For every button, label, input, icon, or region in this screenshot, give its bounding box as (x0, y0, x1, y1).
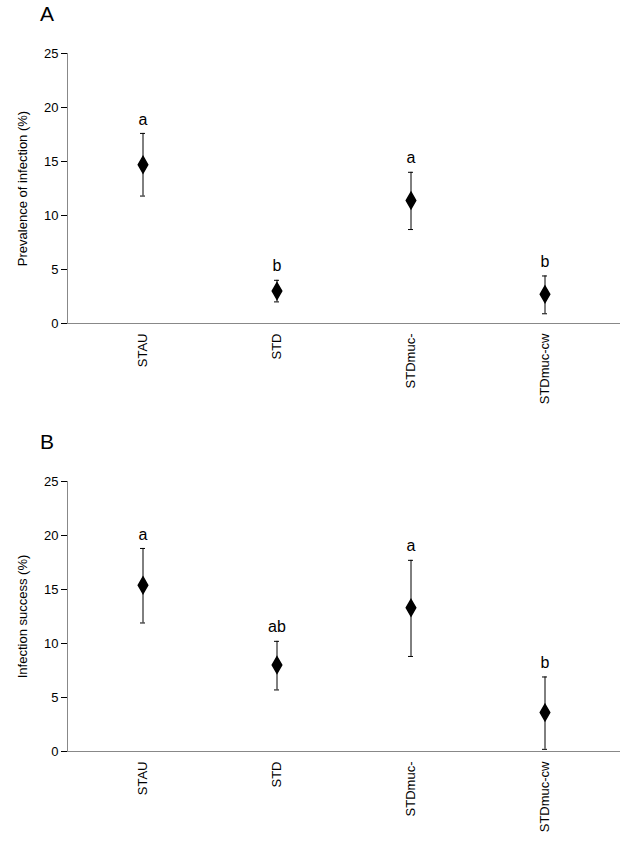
svg-text:10: 10 (44, 636, 58, 651)
svg-text:a: a (139, 526, 148, 543)
svg-text:a: a (139, 111, 148, 128)
svg-text:STAU: STAU (135, 762, 150, 796)
svg-text:ab: ab (268, 618, 286, 635)
svg-text:25: 25 (44, 474, 58, 489)
svg-text:15: 15 (44, 582, 58, 597)
svg-text:Prevalence of infection (%): Prevalence of infection (%) (15, 111, 30, 266)
svg-text:a: a (407, 537, 416, 554)
svg-text:25: 25 (44, 46, 58, 61)
svg-text:STD: STD (269, 762, 284, 788)
svg-text:15: 15 (44, 154, 58, 169)
svg-text:STDmuc-: STDmuc- (403, 334, 418, 389)
svg-text:b: b (273, 257, 282, 274)
svg-text:20: 20 (44, 100, 58, 115)
svg-text:5: 5 (51, 690, 58, 705)
svg-text:Infection success (%): Infection success (%) (15, 555, 30, 679)
svg-text:STDmuc-cw: STDmuc-cw (537, 333, 552, 404)
svg-text:STAU: STAU (135, 334, 150, 368)
svg-text:10: 10 (44, 208, 58, 223)
svg-text:5: 5 (51, 262, 58, 277)
svg-text:STD: STD (269, 334, 284, 360)
svg-text:b: b (541, 253, 550, 270)
html-text:A: A (40, 2, 54, 25)
svg-text:0: 0 (51, 744, 58, 759)
svg-text:a: a (407, 149, 416, 166)
svg-text:STDmuc-cw: STDmuc-cw (537, 761, 552, 832)
svg-text:STDmuc-: STDmuc- (403, 762, 418, 817)
html-text:B: B (40, 430, 54, 453)
svg-text:20: 20 (44, 528, 58, 543)
svg-text:0: 0 (51, 316, 58, 331)
svg-text:b: b (541, 654, 550, 671)
